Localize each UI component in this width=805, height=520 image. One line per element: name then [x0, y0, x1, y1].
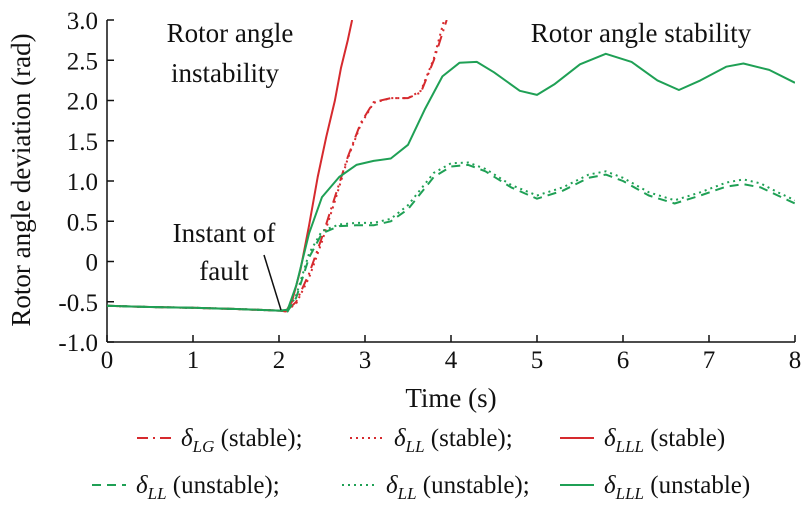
- annotation-fault-line2: fault: [199, 256, 249, 286]
- x-tick-label: 8: [789, 347, 802, 374]
- y-axis-title: Rotor angle deviation (rad): [6, 33, 36, 326]
- legend-subscript: LLL: [615, 437, 644, 456]
- legend-suffix: (unstable);: [167, 472, 280, 499]
- y-tick-label: -1.0: [58, 330, 98, 357]
- x-tick-label: 5: [531, 347, 544, 374]
- y-ticks: -1.0 -0.5 0 0.5 1.0 1.5 2.0 2.5 3.0: [58, 8, 114, 357]
- x-tick-label: 2: [273, 347, 286, 374]
- legend-symbol: δ: [604, 472, 616, 499]
- y-tick-label: 1.5: [67, 129, 98, 156]
- legend-symbol: δ: [386, 472, 398, 499]
- y-tick-label: 3.0: [67, 8, 98, 35]
- series-lines: [107, 20, 795, 313]
- legend-symbol: δ: [394, 425, 406, 452]
- legend-entry: δLL (unstable);: [136, 472, 280, 503]
- legend-symbol: δ: [604, 425, 616, 452]
- plot-area: 0 1 2 3 4 5 6 7 8 -1.0 -0.5 0 0.5 1.0 1.5 2.0 2.5 3.0: [58, 8, 801, 374]
- legend-suffix: (unstable);: [417, 472, 530, 499]
- legend-subscript: LL: [147, 484, 167, 503]
- y-tick-label: 0.5: [67, 209, 98, 236]
- legend-subscript: LL: [397, 484, 417, 503]
- legend-suffix: (stable);: [425, 425, 513, 452]
- legend: δLG (stable); δLL (stable); δLLL (stable)δ…: [92, 425, 750, 503]
- fault-pointer-line: [263, 254, 282, 311]
- y-tick-label: 2.0: [67, 89, 98, 116]
- legend-subscript: LLL: [615, 484, 644, 503]
- x-tick-label: 6: [617, 347, 630, 374]
- annotation-fault-line1: Instant of: [173, 218, 276, 248]
- x-tick-label: 3: [359, 347, 372, 374]
- legend-symbol: δ: [136, 472, 148, 499]
- legend-subscript: LG: [192, 437, 215, 456]
- legend-entry: δLLL (stable): [604, 425, 725, 456]
- x-tick-label: 4: [445, 347, 458, 374]
- legend-entry: δLLL (unstable): [604, 472, 750, 503]
- legend-suffix: (unstable): [644, 472, 750, 499]
- y-tick-label: -0.5: [58, 290, 98, 317]
- y-tick-label: 0: [86, 250, 99, 277]
- x-tick-label: 7: [703, 347, 716, 374]
- annotation-stability: Rotor angle stability: [531, 18, 752, 48]
- x-axis-title: Time (s): [405, 383, 496, 413]
- y-tick-label: 1.0: [67, 169, 98, 196]
- y-tick-label: 2.5: [67, 48, 98, 75]
- series-line-6: [107, 52, 795, 312]
- series-line-4: [107, 163, 795, 313]
- legend-suffix: (stable): [644, 425, 725, 452]
- annotation-instability-line1: Rotor angle: [167, 18, 294, 48]
- x-ticks: 0 1 2 3 4 5 6 7 8: [101, 335, 802, 374]
- legend-subscript: LL: [405, 437, 425, 456]
- legend-entry: δLL (unstable);: [386, 472, 530, 503]
- legend-entry: δLL (stable);: [394, 425, 513, 456]
- legend-entry: δLG (stable);: [181, 425, 303, 456]
- x-tick-label: 1: [187, 347, 200, 374]
- x-tick-label: 0: [101, 347, 114, 374]
- annotation-instability-line2: instability: [171, 58, 280, 88]
- legend-suffix: (stable);: [214, 425, 302, 452]
- legend-symbol: δ: [181, 425, 193, 452]
